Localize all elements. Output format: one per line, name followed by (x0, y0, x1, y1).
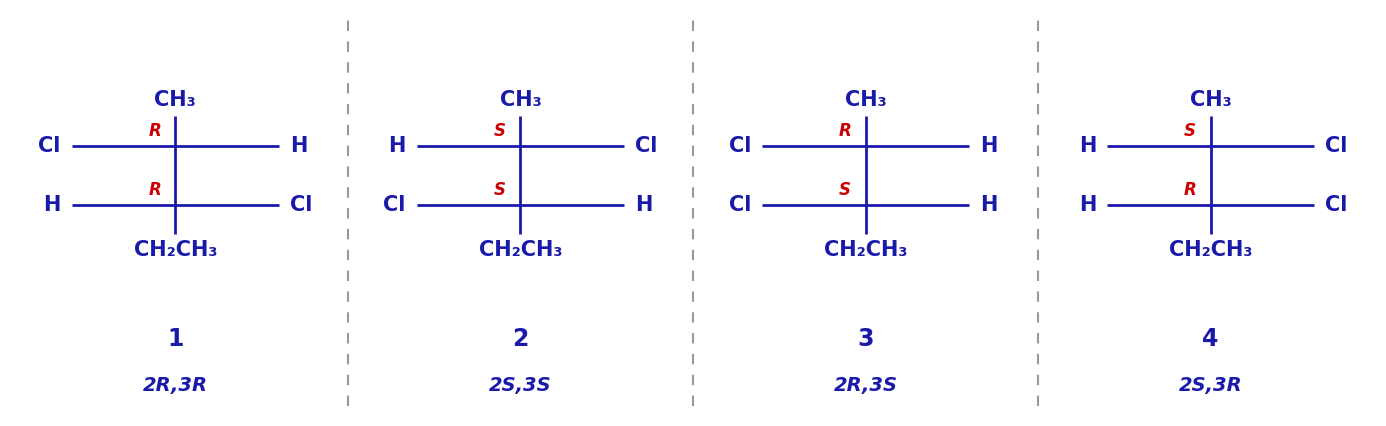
Text: 2R,3R: 2R,3R (143, 376, 208, 395)
Text: Cl: Cl (384, 195, 406, 215)
Text: 1: 1 (168, 327, 183, 351)
Text: 3: 3 (858, 327, 873, 351)
Text: H: H (388, 136, 406, 156)
Text: 4: 4 (1203, 327, 1218, 351)
Text: Cl: Cl (39, 136, 61, 156)
Text: Cl: Cl (729, 195, 751, 215)
Text: CH₂CH₃: CH₂CH₃ (478, 240, 563, 260)
Text: R: R (148, 122, 161, 140)
Text: Cl: Cl (729, 136, 751, 156)
Text: Cl: Cl (635, 136, 657, 156)
Text: H: H (1078, 195, 1096, 215)
Text: H: H (635, 195, 653, 215)
Text: H: H (290, 136, 308, 156)
Text: CH₃: CH₃ (844, 90, 887, 110)
Text: 2R,3S: 2R,3S (833, 376, 898, 395)
Text: CH₃: CH₃ (499, 90, 542, 110)
Text: 2S,3R: 2S,3R (1179, 376, 1242, 395)
Text: CH₂CH₃: CH₂CH₃ (1168, 240, 1253, 260)
Text: 2: 2 (513, 327, 528, 351)
Text: R: R (839, 122, 851, 140)
Text: CH₃: CH₃ (154, 90, 197, 110)
Text: H: H (980, 136, 998, 156)
Text: H: H (43, 195, 61, 215)
Text: H: H (980, 195, 998, 215)
Text: 2S,3S: 2S,3S (489, 376, 552, 395)
Text: S: S (493, 181, 506, 199)
Text: S: S (493, 122, 506, 140)
Text: S: S (1184, 122, 1196, 140)
Text: S: S (839, 181, 851, 199)
Text: CH₂CH₃: CH₂CH₃ (133, 240, 218, 260)
Text: R: R (148, 181, 161, 199)
Text: CH₂CH₃: CH₂CH₃ (823, 240, 908, 260)
Text: Cl: Cl (290, 195, 312, 215)
Text: R: R (1184, 181, 1196, 199)
Text: CH₃: CH₃ (1189, 90, 1232, 110)
Text: Cl: Cl (1325, 195, 1347, 215)
Text: Cl: Cl (1325, 136, 1347, 156)
Text: H: H (1078, 136, 1096, 156)
